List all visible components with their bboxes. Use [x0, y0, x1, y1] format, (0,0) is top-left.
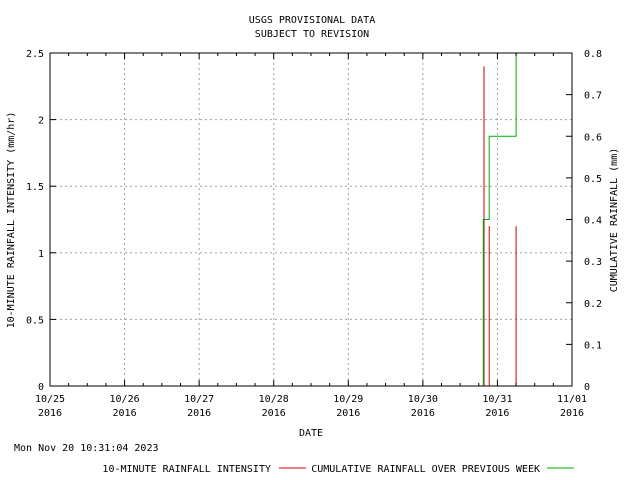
plot-frame [49, 52, 573, 387]
x-ticks: 10/25 2016 10/26 2016 10/27 2016 10/28 2016 10/2… [35, 53, 587, 419]
title-line-2: SUBJECT TO REVISION [255, 29, 369, 40]
y-right-tick-label: 0.7 [584, 91, 602, 102]
grid [50, 53, 572, 386]
y-left-tick-label: 0 [38, 382, 44, 393]
y-left-axis-label: 10-MINUTE RAINFALL INTENSITY (mm/hr) [6, 112, 17, 329]
x-tick-label-date: 10/28 [259, 394, 289, 405]
y-right-tick-label: 0.3 [584, 257, 602, 268]
x-tick-label-date: 11/01 [557, 394, 587, 405]
x-tick-label-year: 2016 [38, 408, 62, 419]
x-tick-label-year: 2016 [560, 408, 584, 419]
cumulative-rainfall-line [482, 53, 517, 386]
x-tick-label-year: 2016 [113, 408, 137, 419]
y-right-axis-label: CUMULATIVE RAINFALL (mm) [609, 148, 620, 293]
x-tick-label-date: 10/31 [482, 394, 512, 405]
x-tick-label-year: 2016 [262, 408, 286, 419]
y-left-ticks: 0 0.5 1 1.5 2 2.5 [26, 49, 56, 393]
series-layer [482, 53, 517, 386]
y-right-tick-label: 0.6 [584, 132, 602, 143]
legend-label-intensity: 10-MINUTE RAINFALL INTENSITY [102, 464, 271, 475]
y-right-tick-label: 0.1 [584, 340, 602, 351]
y-left-tick-label: 1 [38, 249, 44, 260]
y-right-tick-label: 0.2 [584, 299, 602, 310]
y-left-tick-label: 0.5 [26, 315, 44, 326]
timestamp: Mon Nov 20 10:31:04 2023 [14, 443, 159, 454]
x-tick-label-year: 2016 [187, 408, 211, 419]
y-left-tick-label: 2 [38, 116, 44, 127]
y-left-tick-label: 1.5 [26, 182, 44, 193]
y-left-tick-label: 2.5 [26, 49, 44, 60]
title: USGS PROVISIONAL DATA SUBJECT TO REVISIO… [249, 15, 375, 40]
y-right-ticks: 0 0.1 0.2 0.3 0.4 0.5 0.6 0.7 0.8 [566, 49, 602, 393]
title-line-1: USGS PROVISIONAL DATA [249, 15, 375, 26]
legend: 10-MINUTE RAINFALL INTENSITY CUMULATIVE … [102, 464, 574, 475]
x-tick-label-date: 10/26 [110, 394, 140, 405]
y-right-tick-label: 0.8 [584, 49, 602, 60]
x-tick-label-date: 10/29 [333, 394, 363, 405]
y-right-tick-label: 0 [584, 382, 590, 393]
x-tick-label-year: 2016 [336, 408, 360, 419]
x-tick-label-date: 10/27 [184, 394, 214, 405]
y-right-tick-label: 0.4 [584, 216, 602, 227]
legend-label-cumulative: CUMULATIVE RAINFALL OVER PREVIOUS WEEK [311, 464, 540, 475]
y-right-tick-label: 0.5 [584, 174, 602, 185]
x-tick-label-date: 10/25 [35, 394, 65, 405]
x-tick-label-year: 2016 [411, 408, 435, 419]
x-tick-label-date: 10/30 [408, 394, 438, 405]
x-tick-label-year: 2016 [485, 408, 509, 419]
x-axis-label: DATE [299, 428, 323, 439]
